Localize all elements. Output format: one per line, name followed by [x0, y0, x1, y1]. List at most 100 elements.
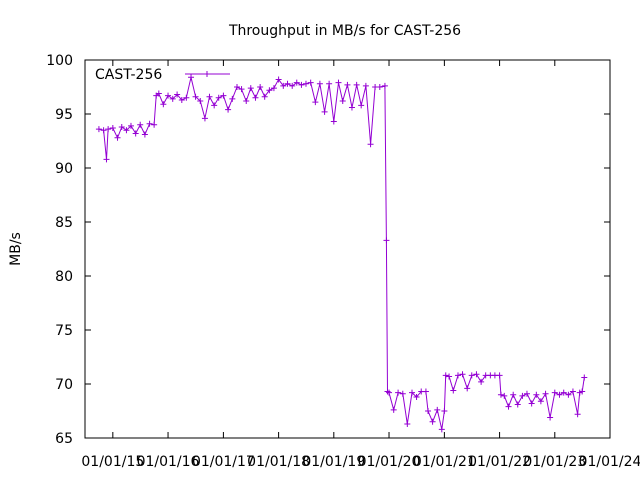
- x-tick-label: 01/01/16: [137, 454, 200, 470]
- legend: CAST-256: [95, 67, 230, 83]
- data-point: [574, 411, 581, 418]
- data-point: [127, 122, 134, 129]
- data-point: [362, 82, 369, 89]
- data-point: [160, 101, 167, 108]
- x-axis-ticks: 01/01/1501/01/1601/01/1701/01/1801/01/19…: [81, 60, 640, 470]
- data-point: [496, 372, 503, 379]
- data-point: [395, 389, 402, 396]
- data-point: [344, 81, 351, 88]
- data-point: [404, 420, 411, 427]
- data-point: [386, 389, 393, 396]
- data-point: [473, 371, 480, 378]
- data-point: [326, 80, 333, 87]
- data-point: [523, 390, 530, 397]
- data-point: [551, 389, 558, 396]
- data-point: [510, 391, 517, 398]
- data-point: [215, 94, 222, 101]
- y-axis-ticks: 65 70 75 80 85 90 95 100: [46, 53, 610, 447]
- x-tick-label: 01/01/19: [302, 454, 365, 470]
- data-point: [446, 373, 453, 380]
- x-tick-label: 01/01/21: [413, 454, 476, 470]
- data-point: [438, 426, 445, 433]
- data-point: [211, 102, 218, 109]
- y-tick-label: 70: [55, 377, 73, 393]
- data-point: [542, 390, 549, 397]
- data-point: [151, 121, 158, 128]
- data-point: [257, 84, 264, 90]
- data-point: [155, 90, 162, 97]
- data-point: [459, 371, 466, 378]
- data-point: [348, 104, 355, 111]
- legend-marker-cast-256: [204, 71, 210, 77]
- data-point: [201, 115, 208, 122]
- data-point: [197, 98, 204, 105]
- data-point: [261, 93, 268, 100]
- data-point: [146, 120, 153, 127]
- data-point: [565, 391, 572, 398]
- data-point: [137, 121, 144, 128]
- data-point: [464, 385, 471, 392]
- data-point: [220, 92, 227, 99]
- y-tick-label: 80: [55, 269, 73, 285]
- x-tick-label: 01/01/15: [81, 454, 144, 470]
- legend-label-cast-256: CAST-256: [95, 67, 162, 83]
- data-point: [450, 387, 457, 394]
- data-point: [225, 106, 232, 113]
- y-tick-label: 75: [55, 323, 73, 339]
- data-point: [497, 391, 504, 398]
- data-point: [312, 99, 319, 106]
- data-point: [556, 391, 563, 398]
- data-point: [302, 80, 309, 87]
- data-point: [100, 127, 107, 134]
- data-point: [103, 156, 110, 163]
- data-point: [174, 91, 181, 98]
- data-point: [321, 108, 328, 115]
- data-point: [514, 401, 521, 408]
- series-line-cast-256: [98, 77, 585, 430]
- data-point: [569, 388, 576, 395]
- data-point: [234, 84, 241, 90]
- y-tick-label: 90: [55, 161, 73, 177]
- data-point: [169, 95, 176, 102]
- data-point: [442, 372, 449, 379]
- y-tick-label: 95: [55, 107, 73, 123]
- data-point: [109, 125, 116, 132]
- data-point: [206, 93, 213, 100]
- data-point: [528, 400, 535, 407]
- data-point: [266, 87, 273, 94]
- data-point: [293, 79, 300, 86]
- data-point: [353, 81, 360, 88]
- data-point: [123, 127, 130, 134]
- data-point: [533, 391, 540, 398]
- data-point: [105, 126, 112, 133]
- data-point: [252, 94, 259, 101]
- data-point: [381, 82, 388, 89]
- x-tick-label: 01/01/17: [192, 454, 255, 470]
- data-point: [434, 406, 441, 413]
- y-axis-label: MB/s: [8, 232, 24, 266]
- data-point: [330, 118, 337, 125]
- data-point: [581, 374, 588, 381]
- data-point: [178, 96, 185, 103]
- x-tick-label: 01/01/24: [579, 454, 640, 470]
- x-tick-label: 01/01/23: [523, 454, 586, 470]
- data-point: [284, 80, 291, 87]
- data-point: [383, 237, 390, 244]
- data-point: [429, 418, 436, 425]
- data-point: [95, 126, 102, 133]
- data-point: [537, 398, 544, 405]
- data-point: [118, 123, 125, 130]
- y-tick-label: 65: [55, 431, 73, 447]
- data-point: [280, 82, 287, 89]
- data-point: [132, 130, 139, 137]
- series-layer: [95, 74, 588, 433]
- data-point: [183, 94, 190, 101]
- data-point: [422, 388, 429, 395]
- data-point: [298, 81, 305, 88]
- data-point: [441, 408, 448, 414]
- data-point: [192, 93, 199, 100]
- x-tick-label: 01/01/20: [358, 454, 421, 470]
- data-point: [307, 79, 314, 86]
- data-point: [390, 406, 397, 413]
- data-point: [335, 79, 342, 86]
